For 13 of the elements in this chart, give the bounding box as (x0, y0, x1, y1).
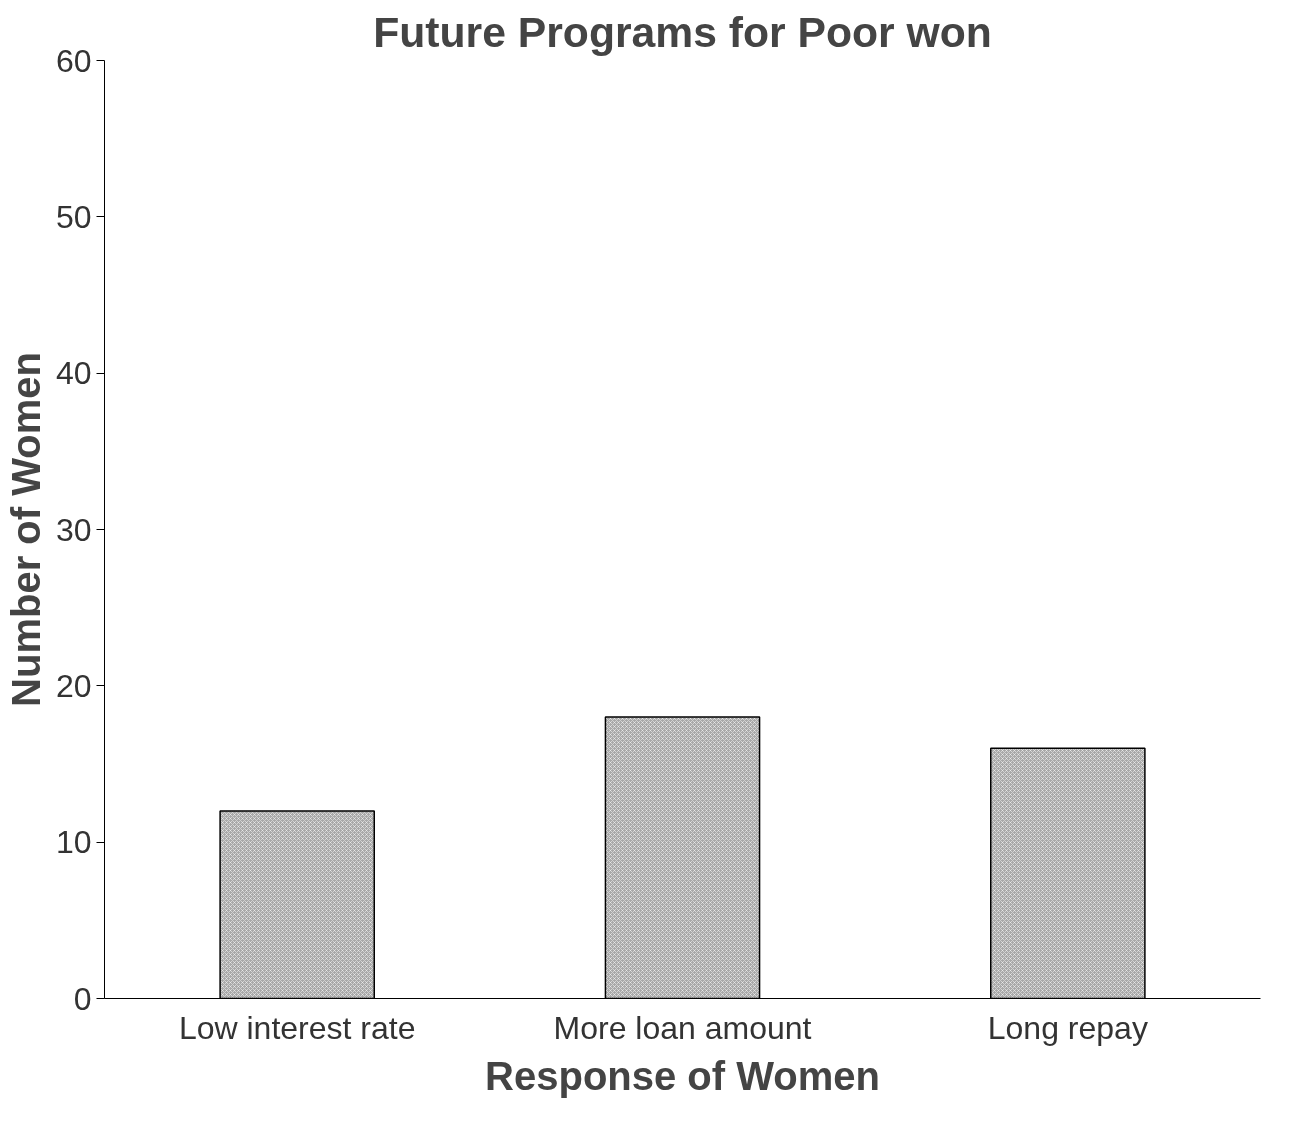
y-tick-label: 20 (55, 667, 92, 704)
y-tick-label: 40 (55, 355, 92, 392)
x-tick-label: Low interest rate (178, 1009, 416, 1046)
y-tick-label: 60 (55, 42, 92, 79)
x-tick-label: More loan amount (553, 1009, 812, 1046)
chart-title: Future Programs for Poor won (373, 7, 992, 56)
x-tick-label: Long repay (987, 1009, 1148, 1046)
x-axis-title: Response of Women (485, 1053, 880, 1098)
y-axis-title: Number of Women (3, 352, 48, 707)
y-tick-label: 10 (55, 824, 92, 861)
y-tick-label: 50 (55, 198, 92, 235)
y-tick-label: 30 (55, 511, 92, 548)
y-tick-label: 0 (73, 980, 92, 1017)
